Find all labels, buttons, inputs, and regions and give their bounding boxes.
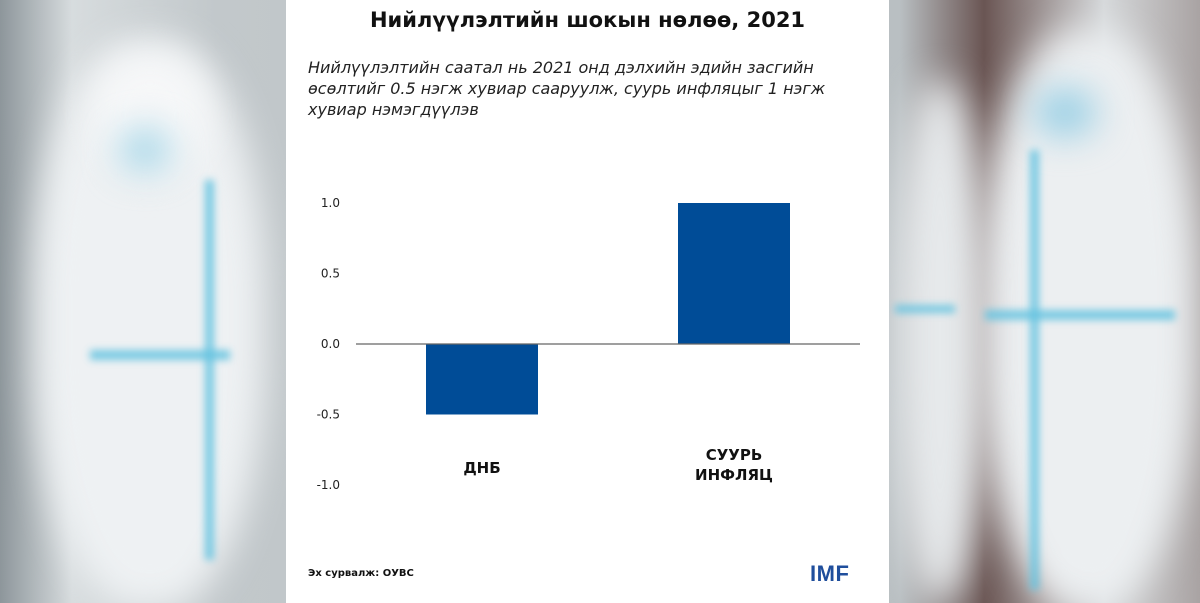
chart-title: Нийлүүлэлтийн шокын нөлөө, 2021 (369, 8, 806, 32)
y-tick-label: 0.5 (321, 267, 340, 281)
chart-panel: Нийлүүлэлтийн шокын нөлөө, 2021 Нийлүүлэ… (286, 0, 889, 603)
bar-1 (426, 344, 538, 415)
category-label: СУУРЬ (706, 446, 763, 464)
category-label: ДНБ (463, 459, 500, 477)
bar-2 (678, 203, 790, 344)
source-note: Эх сурвалж: ОУВС (308, 568, 414, 579)
bar-chart: 1.0 0.5 0.0 -0.5 -1.0 ДНБ СУУРЬ ИНФЛЯЦ (317, 196, 860, 492)
imf-logo: IMF (810, 561, 850, 586)
y-tick-label: 0.0 (321, 337, 340, 351)
y-tick-label: -1.0 (317, 478, 340, 492)
y-tick-label: 1.0 (321, 196, 340, 210)
y-tick-label: -0.5 (317, 408, 340, 422)
category-label: ИНФЛЯЦ (695, 466, 773, 484)
chart-subtitle: Нийлүүлэлтийн саатал нь 2021 онд дэлхийн… (308, 58, 826, 119)
